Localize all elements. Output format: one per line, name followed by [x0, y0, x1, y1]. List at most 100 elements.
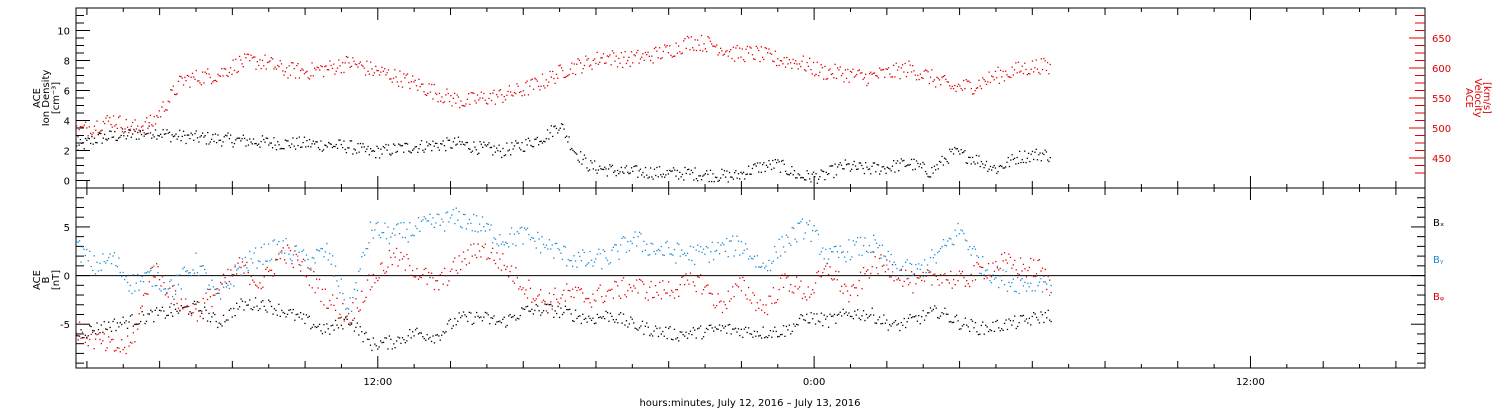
by-point	[942, 239, 945, 241]
density-point	[859, 162, 862, 164]
bz-point	[494, 262, 497, 265]
bz-point	[723, 301, 725, 303]
velocity-point	[814, 75, 816, 77]
by-point	[304, 260, 306, 262]
bz-point	[535, 298, 537, 300]
velocity-point	[412, 75, 414, 77]
by-point	[554, 242, 556, 245]
bz-point	[301, 261, 303, 263]
by-point	[545, 244, 548, 246]
bz-point	[291, 263, 293, 265]
density-point	[994, 167, 997, 169]
velocity-point	[288, 65, 290, 67]
bz-point	[163, 282, 165, 284]
bx-point	[848, 312, 850, 314]
bx-point	[509, 313, 511, 316]
bz-point	[467, 249, 469, 251]
density-point	[910, 158, 913, 161]
velocity-point	[601, 57, 603, 59]
bz-point	[334, 309, 337, 311]
velocity-point	[310, 75, 312, 77]
by-point	[192, 269, 194, 271]
bx-point	[682, 334, 684, 336]
density-point	[297, 144, 299, 147]
bz-point	[433, 288, 436, 291]
bz-point	[918, 277, 920, 279]
density-point	[814, 176, 816, 178]
bx-point	[141, 311, 143, 313]
bx-point	[931, 310, 933, 312]
bz-point	[252, 279, 254, 281]
density-point	[848, 163, 850, 165]
bx-point	[1043, 321, 1045, 324]
by-series	[76, 207, 1052, 312]
density-point	[870, 173, 872, 175]
by-point	[438, 213, 440, 216]
velocity-point	[123, 132, 125, 134]
velocity-point	[548, 81, 550, 83]
velocity-point	[357, 66, 359, 68]
by-point	[154, 285, 156, 287]
density-point	[984, 164, 986, 166]
density-point	[413, 148, 415, 150]
bx-point	[273, 308, 276, 310]
density-point	[545, 138, 547, 140]
bz-point	[737, 286, 740, 288]
density-point	[242, 134, 244, 136]
density-point	[1048, 160, 1050, 163]
velocity-point	[424, 93, 426, 96]
velocity-point	[203, 82, 205, 84]
density-point	[908, 164, 910, 166]
by-point	[641, 250, 644, 253]
density-point	[685, 172, 687, 175]
bz-point	[617, 285, 619, 287]
bz-point	[836, 279, 838, 281]
by-point	[1041, 291, 1044, 293]
density-point	[371, 150, 373, 152]
velocity-point	[936, 76, 938, 78]
bx-point	[588, 315, 590, 317]
velocity-point	[497, 96, 499, 98]
velocity-point	[828, 69, 830, 71]
bz-point	[621, 279, 623, 282]
velocity-point	[910, 71, 913, 73]
density-point	[1006, 161, 1008, 163]
bz-point	[275, 258, 277, 260]
density-point	[395, 151, 397, 153]
velocity-point	[151, 124, 153, 126]
density-point	[546, 129, 549, 131]
velocity-point	[101, 129, 103, 131]
bx-point	[518, 318, 520, 320]
density-point	[460, 143, 462, 146]
bx-point	[650, 333, 652, 335]
bx-point	[151, 311, 153, 313]
by-point	[681, 249, 683, 251]
bz-point	[99, 338, 101, 341]
by-point	[862, 245, 865, 247]
velocity-point	[937, 77, 939, 80]
by-point	[670, 253, 673, 255]
velocity-point	[368, 73, 370, 75]
density-point	[428, 143, 430, 145]
density-point	[742, 171, 745, 173]
bz-point	[465, 264, 468, 266]
velocity-point	[894, 76, 896, 78]
bz-point	[144, 292, 146, 294]
velocity-point	[330, 64, 332, 67]
by-point	[526, 227, 529, 229]
bz-point	[825, 265, 827, 267]
bx-point	[292, 308, 294, 311]
density-point	[344, 148, 346, 151]
bz-point	[716, 305, 718, 307]
by-point	[359, 268, 361, 270]
by-point	[531, 236, 533, 239]
density-point	[76, 145, 78, 147]
by-point	[583, 251, 585, 254]
bx-point	[816, 313, 818, 315]
by-point	[388, 242, 390, 245]
by-point	[461, 227, 463, 229]
velocity-point	[1040, 58, 1042, 60]
bz-point	[742, 276, 744, 279]
bx-point	[340, 324, 342, 326]
velocity-point	[922, 77, 924, 79]
